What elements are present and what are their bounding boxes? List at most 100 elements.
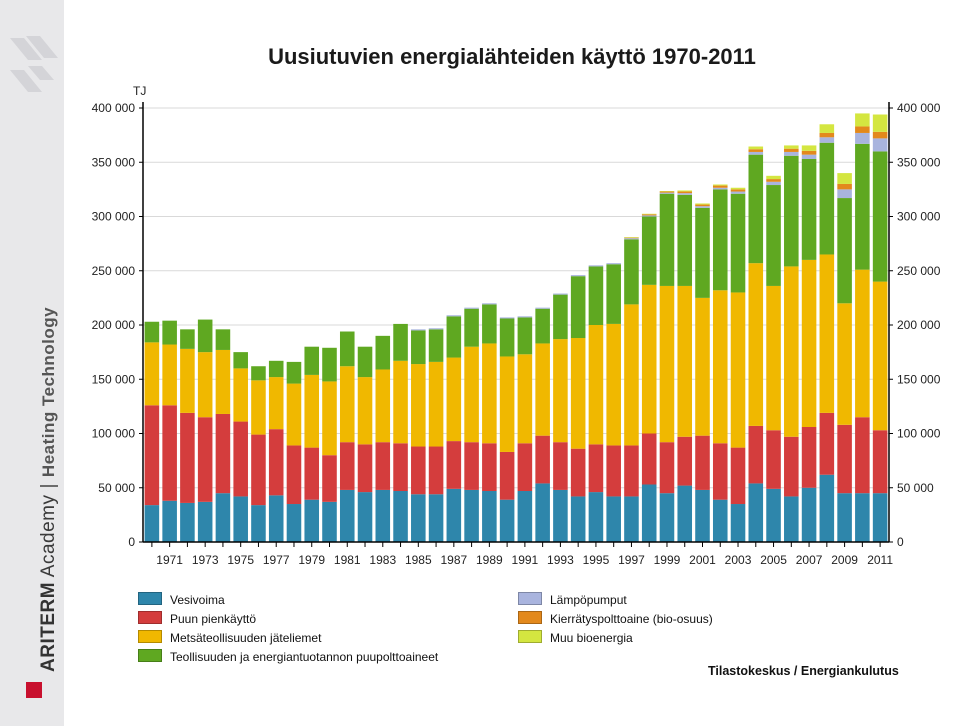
bar-segment — [872, 493, 888, 542]
bar-segment — [712, 290, 728, 444]
bar-segment — [197, 352, 213, 418]
legend-item: Muu bioenergia — [518, 630, 633, 645]
x-tick-label: 1981 — [334, 553, 361, 567]
bar-segment — [162, 405, 177, 501]
bar-segment — [819, 132, 835, 138]
x-tick-label: 1977 — [263, 553, 290, 567]
bar-segment — [588, 444, 604, 493]
bar-segment — [712, 499, 728, 542]
bar-segment — [677, 485, 693, 542]
bar-segment — [801, 145, 817, 151]
bar-segment — [748, 425, 764, 484]
bar-segment — [641, 484, 657, 542]
y-tick-label-right: 50 000 — [897, 481, 934, 495]
bar-segment — [322, 501, 337, 542]
bar-segment — [766, 488, 781, 542]
bar-segment — [784, 436, 799, 497]
bar-segment — [837, 189, 852, 199]
bar-segment — [606, 496, 621, 542]
bar-segment — [499, 499, 515, 542]
bar-segment — [730, 447, 746, 505]
bar-segment — [819, 474, 835, 542]
bar-segment — [339, 442, 355, 490]
y-tick-label-left: 0 — [128, 535, 135, 549]
bars-layer — [144, 113, 888, 542]
bar-segment — [482, 303, 497, 305]
bar-segment — [446, 357, 462, 442]
bar-segment — [837, 183, 852, 190]
bar-segment — [180, 329, 195, 349]
bar-segment — [428, 494, 444, 542]
bar-segment — [339, 366, 355, 443]
bar-segment — [730, 193, 746, 293]
bar-segment — [482, 491, 497, 542]
bar-segment — [251, 366, 266, 381]
bar-segment — [837, 424, 852, 494]
bar-segment — [570, 276, 586, 339]
bar-segment — [215, 493, 231, 542]
bar-segment — [801, 154, 817, 159]
bar-segment — [535, 308, 550, 344]
y-tick-label-left: 300 000 — [92, 210, 136, 224]
x-tick-label: 2001 — [689, 553, 716, 567]
bar-segment — [677, 193, 693, 195]
bar-segment — [784, 148, 799, 152]
x-tick-label: 2005 — [760, 553, 787, 567]
bar-segment — [677, 436, 693, 486]
bar-segment — [517, 316, 533, 318]
bar-segment — [748, 146, 764, 150]
bar-segment — [411, 329, 426, 331]
bar-segment — [766, 175, 781, 180]
bar-segment — [606, 264, 621, 324]
bar-segment — [464, 307, 479, 309]
bar-segment — [464, 489, 479, 542]
legend-item: Vesivoima — [138, 592, 225, 607]
bar-segment — [180, 412, 195, 503]
bar-segment — [411, 494, 426, 542]
bar-segment — [215, 329, 231, 350]
bar-segment — [624, 239, 639, 305]
bar-segment — [499, 318, 515, 357]
bar-segment — [677, 190, 693, 192]
bar-segment — [411, 364, 426, 447]
bar-segment — [144, 405, 160, 506]
legend-label: Teollisuuden ja energiantuotannon puupol… — [170, 650, 439, 664]
y-tick-label-right: 250 000 — [897, 264, 941, 278]
y-tick-label-right: 150 000 — [897, 372, 941, 386]
bar-segment — [677, 194, 693, 286]
bar-segment — [837, 198, 852, 304]
y-tick-label-left: 150 000 — [92, 372, 136, 386]
axis-layer: 0 0 50 000 50 000 100 000 100 000 150 000 150 0… — [92, 101, 941, 567]
x-tick-label: 1973 — [192, 553, 219, 567]
bar-segment — [695, 204, 710, 207]
bar-segment — [748, 483, 764, 542]
bar-segment — [784, 151, 799, 156]
bar-segment — [819, 137, 835, 143]
bar-segment — [570, 338, 586, 449]
bar-segment — [855, 132, 870, 144]
bar-segment — [428, 328, 444, 330]
legend-item: Lämpöpumput — [518, 592, 627, 607]
bar-segment — [553, 442, 568, 490]
source-note: Tilastokeskus / Energiankulutus — [708, 664, 899, 678]
bar-segment — [784, 145, 799, 149]
bar-segment — [535, 483, 550, 542]
bar-segment — [197, 417, 213, 502]
bar-segment — [659, 191, 675, 192]
bar-segment — [659, 285, 675, 443]
bar-segment — [855, 143, 870, 270]
bar-segment — [659, 193, 675, 286]
y-tick-label-right: 400 000 — [897, 101, 941, 115]
bar-segment — [606, 263, 621, 265]
bar-segment — [446, 488, 462, 542]
bar-segment — [855, 493, 870, 542]
bar-segment — [535, 343, 550, 436]
x-tick-label: 2011 — [867, 553, 893, 567]
bar-segment — [517, 317, 533, 355]
bar-segment — [872, 131, 888, 139]
bar-segment — [801, 158, 817, 260]
bar-segment — [872, 430, 888, 494]
chart-title: Uusiutuvien energialähteiden käyttö 1970… — [268, 44, 756, 69]
bar-segment — [357, 346, 373, 378]
y-tick-label-right: 300 000 — [897, 210, 941, 224]
